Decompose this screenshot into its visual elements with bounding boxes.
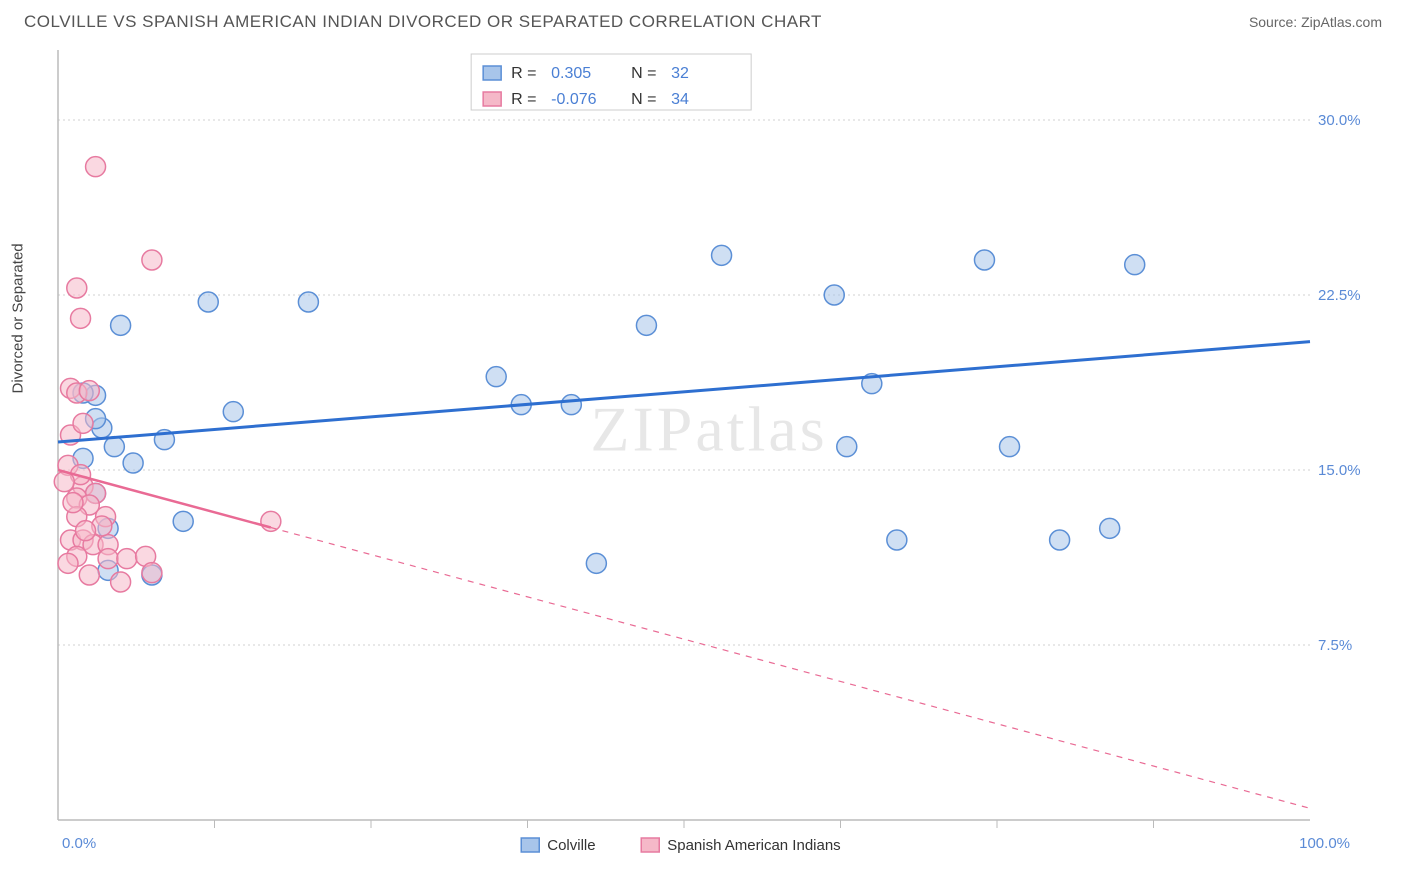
scatter-point (636, 315, 656, 335)
scatter-point (173, 511, 193, 531)
scatter-point (261, 511, 281, 531)
scatter-point (887, 530, 907, 550)
trend-line-dashed (271, 528, 1310, 809)
x-tick-label: 0.0% (62, 835, 96, 852)
chart-container: Divorced or Separated 7.5%15.0%22.5%30.0… (40, 40, 1386, 880)
scatter-point (104, 437, 124, 457)
chart-title: COLVILLE VS SPANISH AMERICAN INDIAN DIVO… (24, 12, 822, 32)
scatter-point (86, 157, 106, 177)
scatter-point (486, 367, 506, 387)
source-attribution: Source: ZipAtlas.com (1249, 14, 1382, 30)
stats-r-label: R = (511, 91, 536, 108)
stats-r-value: -0.076 (551, 91, 596, 108)
scatter-point (974, 250, 994, 270)
watermark: ZIPatlas (590, 393, 827, 464)
scatter-point (1050, 530, 1070, 550)
scatter-point (298, 292, 318, 312)
scatter-point (79, 565, 99, 585)
scatter-point (837, 437, 857, 457)
scatter-point (98, 549, 118, 569)
scatter-point (142, 250, 162, 270)
scatter-point (198, 292, 218, 312)
y-tick-label: 30.0% (1318, 112, 1361, 129)
legend-swatch (521, 838, 539, 852)
scatter-point (712, 245, 732, 265)
x-tick-label: 100.0% (1299, 835, 1350, 852)
scatter-point (223, 402, 243, 422)
stats-n-label: N = (631, 91, 656, 108)
stats-r-value: 0.305 (551, 65, 591, 82)
scatter-point (67, 278, 87, 298)
scatter-point (117, 549, 137, 569)
stats-swatch (483, 66, 501, 80)
scatter-point (586, 553, 606, 573)
legend-label: Spanish American Indians (667, 837, 840, 854)
stats-n-value: 34 (671, 91, 689, 108)
stats-n-value: 32 (671, 65, 689, 82)
legend-swatch (641, 838, 659, 852)
scatter-chart: 7.5% 15.0% 22.5% 30.0% 0.0% 100.0% ZIPatlas R =… (40, 40, 1380, 880)
scatter-point (123, 453, 143, 473)
scatter-point (63, 493, 83, 513)
stats-n-label: N = (631, 65, 656, 82)
stats-r-label: R = (511, 65, 536, 82)
stats-swatch (483, 92, 501, 106)
scatter-point (142, 563, 162, 583)
scatter-point (111, 572, 131, 592)
scatter-point (71, 308, 91, 328)
scatter-point (58, 553, 78, 573)
scatter-point (824, 285, 844, 305)
scatter-point (76, 521, 96, 541)
scatter-point (1125, 255, 1145, 275)
y-axis-label: Divorced or Separated (10, 243, 27, 393)
y-tick-label: 22.5% (1318, 287, 1361, 304)
y-tick-label: 15.0% (1318, 462, 1361, 479)
scatter-point (561, 395, 581, 415)
scatter-point (79, 381, 99, 401)
scatter-point (73, 413, 93, 433)
scatter-point (111, 315, 131, 335)
scatter-point (1000, 437, 1020, 457)
scatter-point (1100, 518, 1120, 538)
legend-label: Colville (547, 837, 595, 854)
y-tick-label: 7.5% (1318, 637, 1352, 654)
